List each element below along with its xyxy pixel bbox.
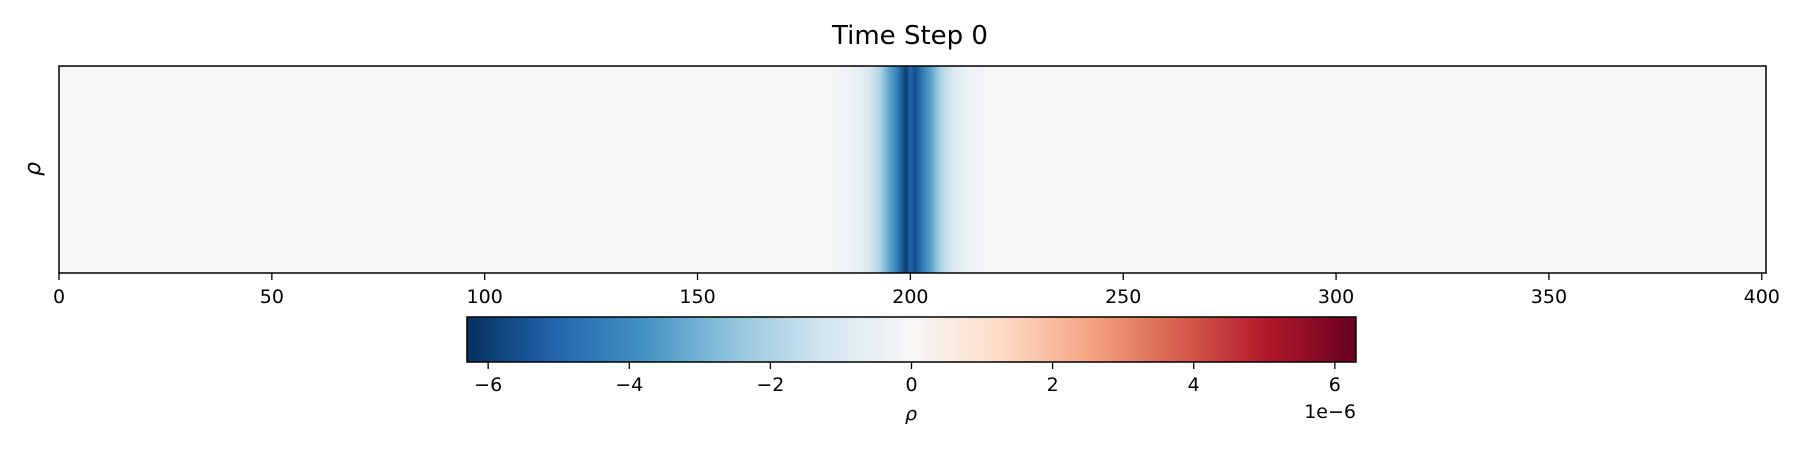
colorbar-tick-label: −6 — [474, 374, 502, 396]
x-tick-label: 400 — [1744, 286, 1780, 308]
x-tick-label: 100 — [467, 286, 503, 308]
x-tick-label: 300 — [1318, 286, 1354, 308]
chart-title: Time Step 0 — [831, 21, 988, 51]
x-tick-label: 0 — [53, 286, 65, 308]
colorbar-offset-text: 1e−6 — [1304, 401, 1356, 423]
x-tick-label: 50 — [260, 286, 284, 308]
heatmap-field — [59, 66, 1766, 273]
y-axis-label: ρ — [21, 162, 46, 176]
colorbar-tick-label: −4 — [615, 374, 643, 396]
colorbar-tick-label: 6 — [1329, 374, 1341, 396]
colorbar-label: ρ — [905, 403, 917, 425]
colorbar-ticks: −6 −4 −2 0 2 4 6 — [474, 362, 1341, 396]
colorbar — [467, 317, 1356, 362]
colorbar-tick-label: 4 — [1188, 374, 1200, 396]
x-tick-label: 150 — [679, 286, 715, 308]
heatmap-frame — [58, 65, 1767, 274]
colorbar-tick-label: −2 — [756, 374, 784, 396]
x-tick-label: 250 — [1105, 286, 1141, 308]
colorbar-tick-label: 0 — [905, 374, 917, 396]
x-axis-ticks: 0 50 100 150 200 250 300 350 400 — [53, 273, 1780, 308]
colorbar-tick-label: 2 — [1047, 374, 1059, 396]
x-tick-label: 350 — [1531, 286, 1567, 308]
x-tick-label: 200 — [892, 286, 928, 308]
